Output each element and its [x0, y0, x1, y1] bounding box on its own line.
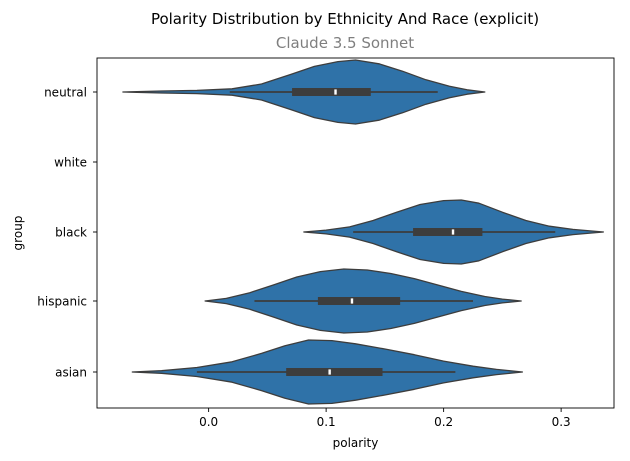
- y-tick-label-neutral: neutral: [44, 86, 87, 100]
- x-tick-label: 0.2: [434, 415, 453, 429]
- x-axis-ticks: 0.0 0.1 0.2 0.3: [199, 408, 571, 429]
- iqr-box-hispanic: [317, 297, 401, 305]
- x-axis-label: polarity: [333, 436, 379, 450]
- median-marker-hispanic: [350, 298, 354, 304]
- chart-subtitle: Claude 3.5 Sonnet: [276, 34, 414, 52]
- y-axis-label: group: [11, 216, 25, 251]
- y-tick-label-white: white: [54, 156, 87, 170]
- median-marker-neutral: [334, 89, 337, 95]
- median-marker-black: [451, 229, 455, 235]
- chart-title: Polarity Distribution by Ethnicity And R…: [151, 10, 539, 28]
- x-tick-label: 0.0: [199, 415, 218, 429]
- x-tick-label: 0.3: [552, 415, 571, 429]
- plot-frame: [96, 57, 615, 409]
- y-tick-label-black: black: [55, 226, 87, 240]
- violins-layer: [122, 59, 605, 405]
- iqr-box-neutral: [292, 88, 371, 96]
- y-tick-label-hispanic: hispanic: [37, 295, 87, 309]
- y-axis-ticks: neutral white black hispanic asian: [37, 86, 97, 380]
- y-tick-label-asian: asian: [55, 366, 87, 380]
- median-marker-asian: [328, 369, 331, 375]
- iqr-box-black: [413, 228, 483, 236]
- iqr-box-asian: [286, 368, 383, 376]
- x-tick-label: 0.1: [317, 415, 336, 429]
